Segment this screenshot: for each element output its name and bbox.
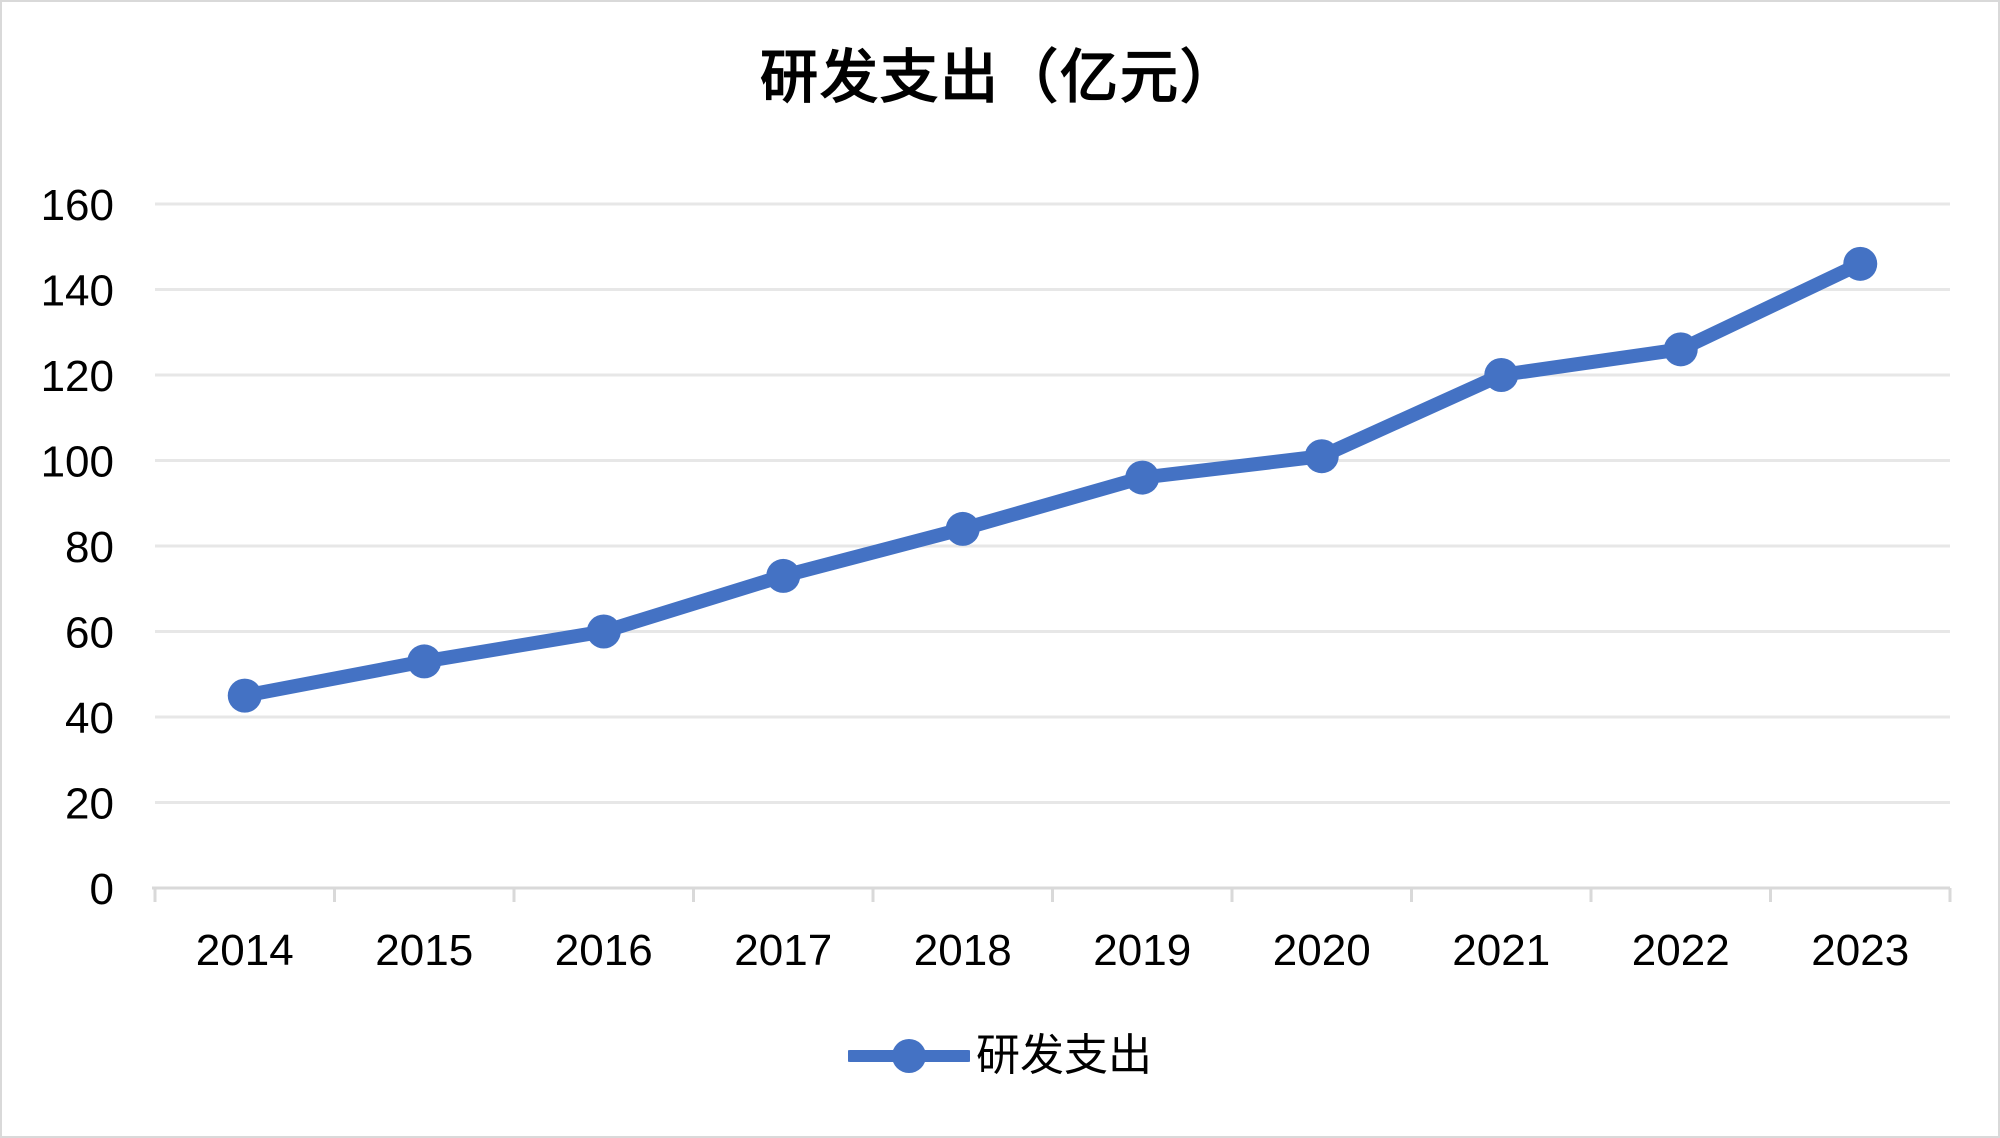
data-point-marker bbox=[1304, 439, 1339, 474]
x-category-label: 2022 bbox=[1632, 926, 1730, 975]
data-point-marker bbox=[1663, 332, 1698, 367]
legend: 研发支出 bbox=[2, 1034, 1998, 1078]
y-tick-label: 120 bbox=[41, 352, 114, 401]
x-category-label: 2021 bbox=[1452, 926, 1550, 975]
x-category-label: 2014 bbox=[196, 926, 294, 975]
x-category-label: 2018 bbox=[914, 926, 1012, 975]
y-tick-label: 100 bbox=[41, 438, 114, 487]
data-point-marker bbox=[1484, 358, 1519, 392]
y-tick-label: 60 bbox=[65, 609, 114, 658]
y-tick-label: 0 bbox=[90, 865, 114, 914]
legend-series-label: 研发支出 bbox=[976, 1031, 1152, 1080]
x-category-label: 2019 bbox=[1093, 926, 1191, 975]
y-tick-label: 160 bbox=[41, 181, 114, 230]
data-point-marker bbox=[945, 511, 980, 546]
data-point-marker bbox=[407, 644, 442, 679]
data-point-marker bbox=[1125, 460, 1160, 495]
series-line bbox=[237, 256, 1868, 703]
y-tick-label: 20 bbox=[65, 780, 114, 829]
data-point-marker bbox=[1843, 246, 1878, 281]
y-tick-label: 140 bbox=[41, 267, 114, 316]
data-point-marker bbox=[227, 678, 262, 713]
x-category-label: 2023 bbox=[1811, 926, 1909, 975]
x-category-label: 2015 bbox=[375, 926, 473, 975]
x-category-label: 2017 bbox=[734, 926, 832, 975]
chart-title: 研发支出（亿元） bbox=[759, 45, 1240, 110]
x-category-label: 2016 bbox=[555, 926, 653, 975]
y-tick-label: 80 bbox=[65, 523, 114, 572]
data-point-marker bbox=[586, 614, 621, 649]
legend-circle bbox=[892, 1039, 926, 1073]
legend-line-marker-icon bbox=[848, 1039, 970, 1073]
data-point-marker bbox=[766, 558, 801, 593]
x-category-label: 2020 bbox=[1273, 926, 1371, 975]
y-tick-label: 40 bbox=[65, 694, 114, 743]
